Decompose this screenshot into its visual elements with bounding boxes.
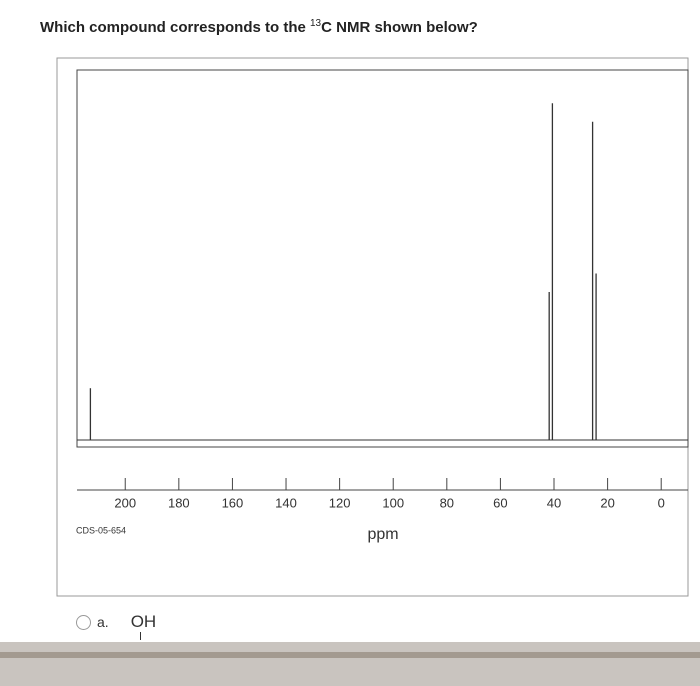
question-text: C NMR shown below? xyxy=(321,19,478,36)
x-tick-label: 200 xyxy=(114,495,136,510)
question-text: Which compound corresponds to the xyxy=(40,19,310,36)
x-tick-label: 80 xyxy=(440,495,454,510)
screen-bezel xyxy=(0,642,700,686)
x-tick-label: 20 xyxy=(600,495,614,510)
x-tick-label: 100 xyxy=(382,495,404,510)
nmr-spectrum: ppm CDS-05-654 200 180 160 140 120 100 80 60 40 2… xyxy=(56,57,689,597)
x-tick-label: 40 xyxy=(547,495,561,510)
radio-button[interactable] xyxy=(76,614,91,630)
x-tick-label: 0 xyxy=(658,495,665,510)
x-tick-label: 180 xyxy=(168,495,190,510)
option-letter: a. xyxy=(97,614,109,630)
x-tick-label: 120 xyxy=(329,495,351,510)
plot-frame xyxy=(76,69,689,448)
x-tick-label: 60 xyxy=(493,495,507,510)
x-axis-label: ppm xyxy=(367,526,398,543)
option-structure: OH xyxy=(130,612,157,640)
x-tick-label: 160 xyxy=(222,495,244,510)
superscript: 13 xyxy=(310,18,322,29)
x-tick-label: 140 xyxy=(275,495,297,510)
figure-frame xyxy=(56,57,689,597)
question: Which compound corresponds to the 13C NM… xyxy=(40,18,478,36)
spectrum-code: CDS-05-654 xyxy=(76,525,126,535)
answer-option[interactable]: a. OH xyxy=(76,612,157,640)
bezel-bar xyxy=(0,652,700,658)
